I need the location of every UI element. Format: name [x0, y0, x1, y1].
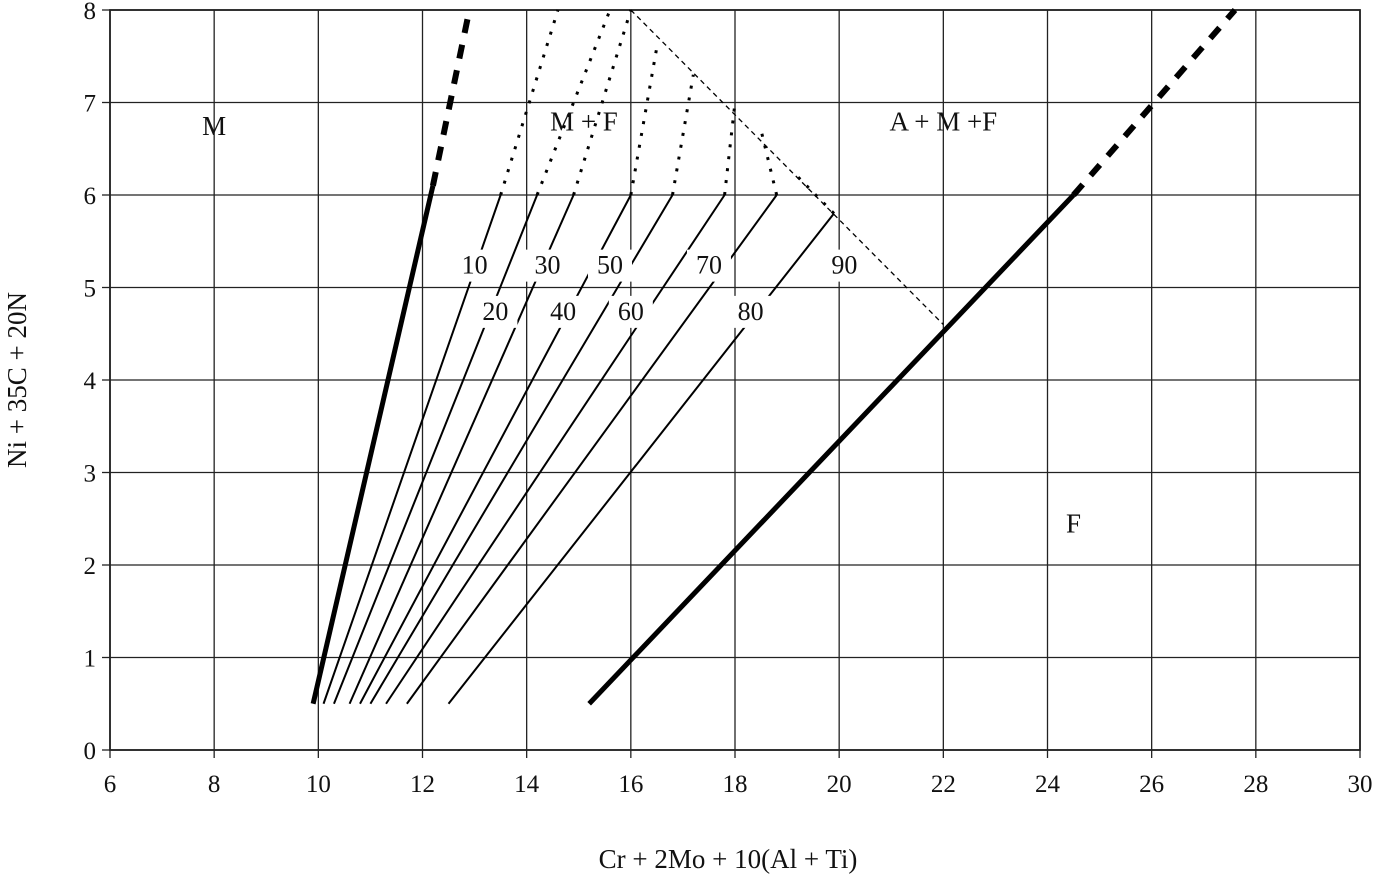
contour-label: 70	[696, 251, 722, 280]
contour-label-bg	[541, 295, 586, 328]
contour-label-bg	[608, 295, 653, 328]
phase-boundary-extension	[429, 9, 473, 187]
x-tick-label: 26	[1139, 771, 1164, 798]
y-tick-label: 3	[84, 461, 97, 488]
contour-label-bg	[822, 249, 867, 282]
boundary-lines	[310, 8, 1238, 706]
contour-label: 20	[482, 297, 508, 326]
y-axis-title: Ni + 35C + 20N	[2, 292, 32, 468]
grid	[109, 9, 1361, 751]
x-tick-label: 10	[306, 771, 331, 798]
contour-label: 90	[831, 251, 857, 280]
labels: 10 30 50 70 90 20 40 60 80 M M + F A + M +F F	[202, 106, 1081, 538]
phase-limit-dashed-line	[630, 9, 944, 325]
x-tick-label: 24	[1035, 771, 1061, 798]
ferrite-line-extension-80	[796, 175, 836, 215]
y-tick-label: 0	[84, 738, 97, 765]
x-tick-label: 14	[514, 771, 540, 798]
y-tick-label: 2	[84, 553, 97, 580]
region-label: M + F	[550, 106, 618, 136]
phase-boundary-line	[587, 193, 1076, 706]
ferrite-line-40	[359, 194, 632, 705]
x-tick-label: 6	[104, 771, 117, 798]
ferrite-line-extension-40	[629, 46, 659, 196]
x-tick-label: 16	[618, 771, 643, 798]
contour-label-bg	[473, 295, 518, 328]
contour-label: 50	[597, 251, 623, 280]
ferrite-line-extension-50	[671, 74, 695, 196]
y-tick-label: 5	[84, 276, 97, 303]
x-tick-label: 28	[1243, 771, 1268, 798]
contour-label: 80	[738, 297, 764, 326]
contour-label: 60	[618, 297, 644, 326]
y-tick-label: 7	[84, 91, 97, 118]
y-tick-label: 4	[84, 368, 97, 395]
region-label: F	[1066, 509, 1081, 539]
contour-label: 30	[535, 251, 561, 280]
contour-label-bg	[525, 249, 570, 282]
contour-label-bg	[728, 295, 773, 328]
contour-label: 40	[550, 297, 576, 326]
ferrite-line-80	[447, 212, 835, 705]
x-tick-label: 12	[410, 771, 435, 798]
ferrite-line-extension-60	[723, 102, 737, 196]
x-tick-label: 22	[931, 771, 956, 798]
x-tick-label: 30	[1348, 771, 1373, 798]
ferrite-line-20	[333, 194, 539, 705]
contour-label-bg	[686, 249, 731, 282]
contour-label-bg	[588, 249, 632, 282]
x-tick-label: 18	[723, 771, 748, 798]
y-tick-label: 6	[84, 183, 97, 210]
y-tick-label: 1	[84, 646, 97, 673]
ferrite-line-extension-30	[572, 9, 633, 196]
ferrite-line-extension-10	[499, 9, 560, 196]
x-tick-label: 20	[827, 771, 852, 798]
x-axis-title: Cr + 2Mo + 10(Al + Ti)	[599, 844, 858, 874]
ferrite-line-extension-70	[759, 129, 779, 196]
phase-boundary-line	[310, 185, 436, 705]
y-tick-label: 8	[84, 0, 97, 25]
contour-label-bg	[452, 249, 497, 282]
contour-label: 10	[462, 251, 488, 280]
x-tick-label: 8	[208, 771, 221, 798]
region-label: M	[202, 111, 226, 141]
region-label: A + M +F	[889, 106, 997, 136]
ferrite-line-60	[385, 194, 726, 705]
